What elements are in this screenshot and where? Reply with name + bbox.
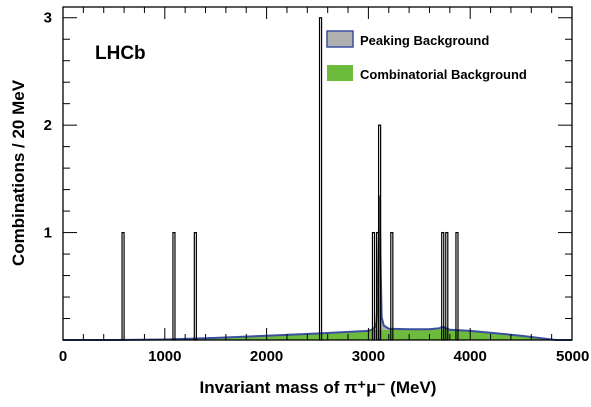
x-tick-label: 0 xyxy=(59,348,67,365)
data-bin xyxy=(371,231,376,341)
y-tick-label: 3 xyxy=(44,10,52,27)
data-bin xyxy=(318,17,323,341)
x-tick-label: 3000 xyxy=(352,348,385,365)
data-bin xyxy=(455,231,459,341)
y-tick-label: 2 xyxy=(44,117,52,134)
data-bin xyxy=(390,231,394,341)
x-tick-label: 1000 xyxy=(148,348,181,365)
experiment-label: LHCb xyxy=(95,43,146,64)
x-tick-label: 4000 xyxy=(454,348,487,365)
data-bin xyxy=(441,231,445,341)
y-axis-title: Combinations / 20 MeV xyxy=(9,79,28,266)
data-bin xyxy=(172,231,176,341)
y-tick-label: 1 xyxy=(44,225,52,242)
fit-total-line xyxy=(63,195,572,341)
plot-frame xyxy=(62,6,573,341)
x-tick-label: 2000 xyxy=(250,348,283,365)
legend-label-combinatorial: Combinatorial Background xyxy=(360,67,527,82)
axes: 0 1000 2000 3000 4000 5000 1 2 3 xyxy=(44,7,589,365)
peaking-background-area xyxy=(63,195,572,340)
data-bin xyxy=(445,231,449,341)
x-axis-title: Invariant mass of π⁺μ⁻ (MeV) xyxy=(200,378,437,397)
legend-label-peaking: Peaking Background xyxy=(360,33,489,48)
combinatorial-background-area xyxy=(63,329,572,340)
legend-swatch-peaking xyxy=(326,30,354,48)
data-bin xyxy=(193,231,197,341)
legend-swatch-combinatorial xyxy=(327,65,353,81)
legend-entry-combinatorial: Combinatorial Background xyxy=(327,65,527,82)
legend-entry-peaking: Peaking Background xyxy=(326,30,489,48)
legend: Peaking Background Combinatorial Backgro… xyxy=(326,30,527,82)
data-bin xyxy=(121,231,125,341)
x-tick-label: 5000 xyxy=(556,348,589,365)
